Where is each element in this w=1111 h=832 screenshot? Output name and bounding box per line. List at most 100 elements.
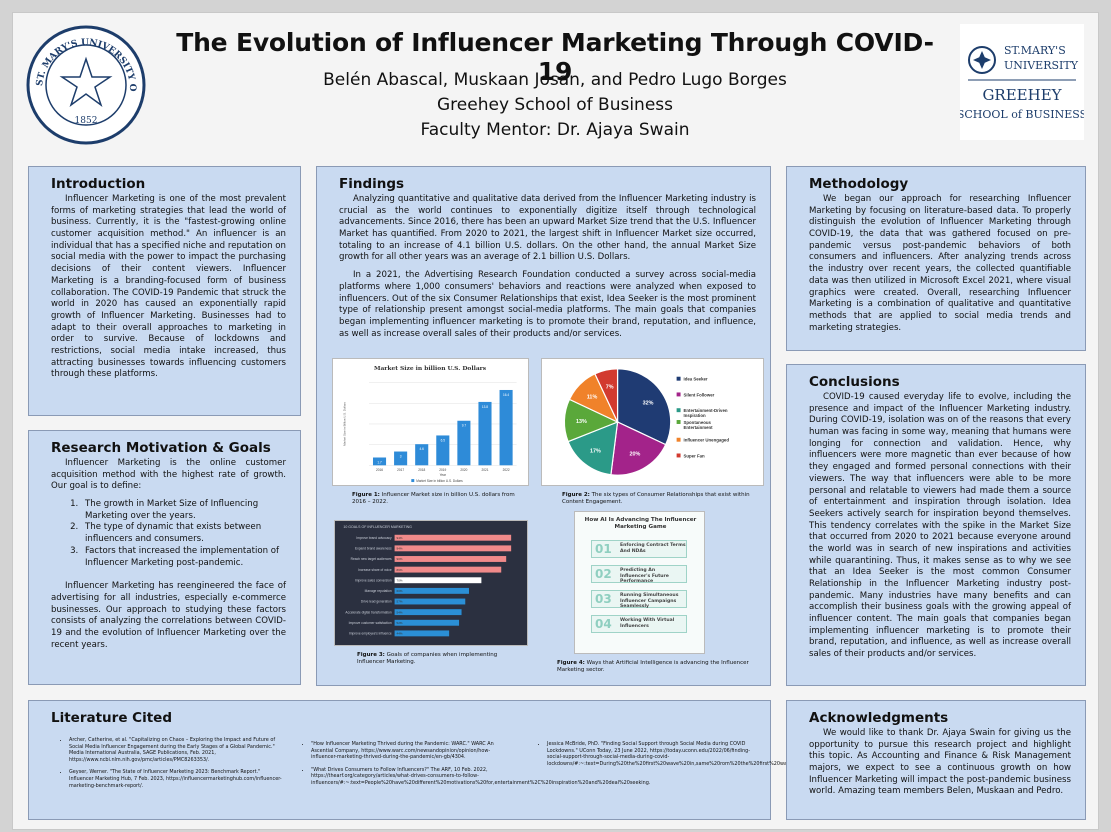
- bar: [394, 630, 450, 637]
- logo-line4: SCHOOL of BUSINESS: [960, 108, 1084, 121]
- goal-item: The growth in Market Size of Influencing…: [81, 499, 286, 522]
- bar: [457, 420, 471, 466]
- conclusions-section: Conclusions COVID-19 caused everyday lif…: [786, 364, 1086, 686]
- research-motivation-closing: Influencer Marketing has reengineered th…: [51, 581, 286, 650]
- x-tick-label: 2022: [503, 468, 510, 472]
- pie-slice-label: 11%: [587, 394, 598, 400]
- bar-value-label: 94%: [397, 547, 403, 551]
- findings-heading: Findings: [339, 176, 405, 192]
- methodology-heading: Methodology: [809, 176, 909, 192]
- ai-item: 02 Predicting An Influencer's Future Perf…: [591, 565, 687, 584]
- bar: [499, 389, 513, 466]
- legend-label: Influencer Unengaged: [684, 438, 730, 443]
- category-label: Drive lead generation: [361, 600, 392, 604]
- references-column-1: Archer, Catherine, et al. "Capitalizing …: [69, 737, 284, 795]
- authors: Belén Abascal, Muskaan Josan, and Pedro …: [323, 70, 787, 90]
- faculty-mentor: Faculty Mentor: Dr. Ajaya Swain: [420, 120, 690, 140]
- conclusions-text: COVID-19 caused everyday life to evolve,…: [809, 392, 1071, 660]
- bar-value-label: 16.4: [503, 393, 509, 397]
- x-axis-label: Year: [440, 473, 446, 477]
- bar-value-label: 3: [400, 454, 402, 458]
- ai-advancing-infographic: How AI Is Advancing The Influencer Marke…: [574, 511, 705, 654]
- goal-item: Factors that increased the implementatio…: [81, 546, 286, 569]
- bar: [394, 609, 462, 616]
- category-label: Increase share of voice: [358, 568, 392, 572]
- figure-1-caption: Figure 1: Influencer Market size in bill…: [352, 492, 515, 506]
- reference-item: "How Influencer Marketing Thrived during…: [311, 741, 516, 761]
- pie-slice: [594, 368, 619, 423]
- university-seal-logo: ST. MARY'S UNIVERSITY OF SAN ANTONIO, TE…: [24, 25, 146, 145]
- references-column-2: "How Influencer Marketing Thrived during…: [311, 741, 650, 793]
- logo-line2: UNIVERSITY: [1004, 59, 1079, 72]
- pie-slice-label: 20%: [630, 452, 641, 458]
- introduction-text: Influencer Marketing is one of the most …: [51, 194, 286, 380]
- conclusions-heading: Conclusions: [809, 374, 900, 390]
- reference-item: Archer, Catherine, et al. "Capitalizing …: [69, 737, 284, 763]
- pie-slice-label: 13%: [576, 419, 587, 425]
- legend-label: Super Fan: [684, 453, 706, 458]
- pie-slice: [567, 421, 619, 476]
- category-label: Improve employee's influence: [349, 632, 392, 636]
- bar: [415, 444, 429, 466]
- x-tick-label: 2016: [376, 468, 383, 472]
- findings-paragraph-2: In a 2021, the Advertising Research Foun…: [339, 270, 756, 339]
- category-label: Improve brand advocacy: [356, 536, 392, 540]
- acknowledgments-heading: Acknowledgments: [809, 710, 949, 726]
- bar: [394, 545, 512, 552]
- bar: [394, 587, 469, 594]
- bar: [372, 457, 387, 466]
- bar-value-label: 6.5: [441, 438, 446, 442]
- influencer-goals-bar-chart: 10 GOALS OF INFLUENCER MARKETING Improve …: [334, 520, 528, 646]
- research-motivation-heading: Research Motivation & Goals: [51, 440, 271, 456]
- bar-value-label: 90%: [397, 557, 403, 561]
- references-column-3: Jessica McBride, PhD. "Finding Social Su…: [547, 741, 794, 773]
- figure-2-caption: Figure 2: The six types of Consumer Rela…: [562, 492, 750, 506]
- ai-item: 04 Working With Virtual Influencers: [591, 615, 687, 633]
- pie-slice-label: 32%: [643, 401, 654, 407]
- bar: [394, 577, 482, 584]
- bar-value-label: 9.7: [462, 424, 467, 428]
- bar-value-label: 44%: [397, 632, 403, 636]
- research-motivation-section: Research Motivation & Goals Influencer M…: [28, 430, 301, 685]
- seal-year: 1852: [75, 116, 98, 126]
- greehey-school-logo: ST.MARY'S UNIVERSITY GREEHEY SCHOOL of B…: [960, 24, 1084, 140]
- category-label: Manage reputation: [365, 589, 392, 593]
- literature-cited-heading: Literature Cited: [51, 710, 172, 726]
- bar: [394, 619, 460, 626]
- legend-label: Silent Follower: [684, 392, 715, 397]
- x-tick-label: 2019: [439, 468, 446, 472]
- bar-value-label: 70%: [397, 578, 403, 582]
- pie-slice-label: 7%: [606, 385, 614, 391]
- reference-item: Jessica McBride, PhD. "Finding Social Su…: [547, 741, 794, 767]
- legend-label: Market Size in billion U.S. Dollars: [416, 479, 463, 483]
- category-label: Expand brand awareness: [355, 547, 392, 551]
- logo-line1: ST.MARY'S: [1004, 44, 1066, 57]
- findings-paragraph-1: Analyzing quantitative and qualitative d…: [339, 194, 756, 263]
- legend-label: Idea Seeker: [684, 377, 708, 382]
- x-tick-label: 2021: [481, 468, 488, 472]
- bar: [478, 401, 492, 466]
- bar-value-label: 60%: [397, 589, 403, 593]
- category-label: Improve customer satisfaction: [349, 621, 392, 625]
- x-tick-label: 2018: [418, 468, 425, 472]
- legend-swatch: [676, 437, 681, 442]
- category-label: Improve sales conversion: [355, 578, 392, 582]
- introduction-heading: Introduction: [51, 176, 146, 192]
- legend-label: Spontaneous Entertainment: [684, 420, 714, 430]
- goals-list: The growth in Market Size of Influencing…: [81, 499, 286, 569]
- reference-item: Geyser, Werner. "The State of Influencer…: [69, 769, 284, 789]
- logo-line3: GREEHEY: [982, 86, 1062, 104]
- ai-infographic-title: How AI Is Advancing The Influencer Marke…: [584, 517, 697, 530]
- legend-swatch: [676, 420, 681, 424]
- pie-slice: [616, 368, 672, 446]
- category-label: Reach new target audiences: [351, 557, 392, 561]
- bar-value-label: 94%: [397, 536, 403, 540]
- pie-slice: [610, 421, 667, 476]
- acknowledgments-text: We would like to thank Dr. Ajaya Swain f…: [809, 728, 1071, 797]
- bar-value-label: 52%: [397, 621, 403, 625]
- consumer-relationships-pie-chart: 32% 20% 17% 13% 11% 7% Idea Seeker Silent Follo…: [541, 358, 764, 486]
- chart-title: 10 GOALS OF INFLUENCER MARKETING: [343, 525, 412, 529]
- bar: [394, 566, 502, 573]
- bar: [394, 556, 507, 562]
- poster-title: The Evolution of Influencer Marketing Th…: [176, 28, 934, 86]
